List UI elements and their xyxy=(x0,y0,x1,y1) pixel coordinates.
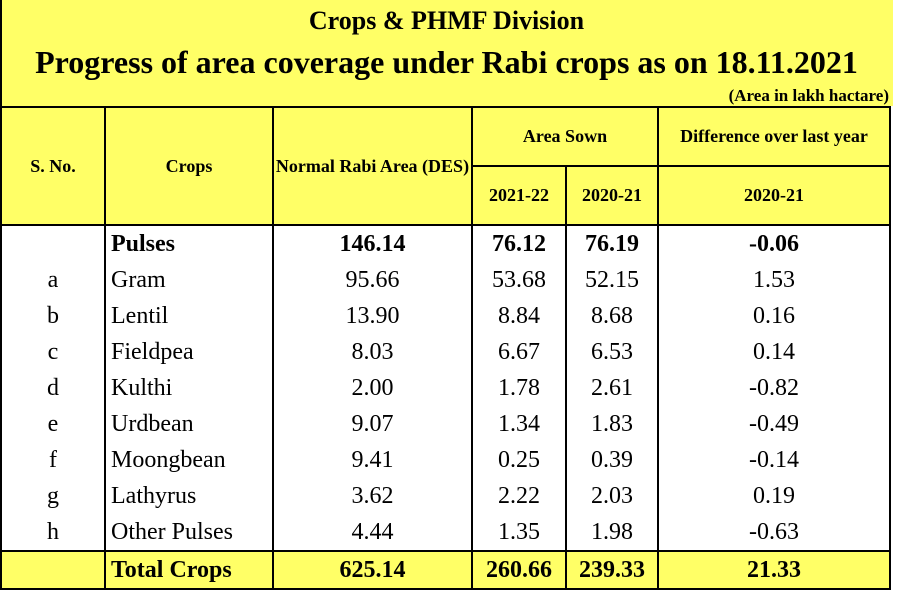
cell-sno: c xyxy=(0,334,106,370)
cell-difference: -0.14 xyxy=(657,442,891,478)
table-row: h Other Pulses 4.44 1.35 1.98 -0.63 xyxy=(0,514,891,551)
header-row-1: S. No. Crops Normal Rabi Area (DES) Area… xyxy=(0,106,891,226)
table-row: d Kulthi 2.00 1.78 2.61 -0.82 xyxy=(0,370,891,406)
cell-normal-area: 9.41 xyxy=(272,442,473,478)
cell-sown-2020-21: 2.61 xyxy=(565,370,659,406)
cell-sown-2020-21: 6.53 xyxy=(565,334,659,370)
cell-sown-2021-22: 8.84 xyxy=(471,298,567,334)
banner-left-rule xyxy=(0,0,2,106)
cell-difference: 1.53 xyxy=(657,262,891,298)
cell-sno: b xyxy=(0,298,106,334)
total-sown-2020-21: 239.33 xyxy=(565,550,659,590)
total-sno xyxy=(0,550,106,590)
cell-crop: Fieldpea xyxy=(104,334,274,370)
cell-crop: Gram xyxy=(104,262,274,298)
cell-sno: f xyxy=(0,442,106,478)
division-title: Crops & PHMF Division xyxy=(308,6,585,35)
cell-crop: Lentil xyxy=(104,298,274,334)
cell-normal-area: 2.00 xyxy=(272,370,473,406)
cell-sown-2020-21: 2.03 xyxy=(565,478,659,514)
cell-normal-area: 3.62 xyxy=(272,478,473,514)
cell-normal-area: 146.14 xyxy=(272,225,473,262)
cell-sown-2020-21: 8.68 xyxy=(565,298,659,334)
cell-sown-2021-22: 1.35 xyxy=(471,514,567,551)
cell-normal-area: 9.07 xyxy=(272,406,473,442)
header-area-sown: Area Sown xyxy=(471,106,659,167)
cell-sown-2021-22: 53.68 xyxy=(471,262,567,298)
cell-sown-2020-21: 0.39 xyxy=(565,442,659,478)
header-difference: Difference over last year xyxy=(657,106,891,167)
cell-sown-2021-22: 1.34 xyxy=(471,406,567,442)
table-row: a Gram 95.66 53.68 52.15 1.53 xyxy=(0,262,891,298)
total-difference: 21.33 xyxy=(657,550,891,590)
header-row-2: 2021-22 2020-21 2020-21 xyxy=(1,165,891,226)
cell-sown-2020-21: 1.83 xyxy=(565,406,659,442)
cell-difference: 0.16 xyxy=(657,298,891,334)
cell-normal-area: 4.44 xyxy=(272,514,473,551)
table-row: c Fieldpea 8.03 6.67 6.53 0.14 xyxy=(0,334,891,370)
header-year-2021-22: 2021-22 xyxy=(471,165,567,226)
cell-sno: d xyxy=(0,370,106,406)
cell-sno: e xyxy=(0,406,106,442)
cell-difference: 0.19 xyxy=(657,478,891,514)
cell-sown-2020-21: 76.19 xyxy=(565,225,659,262)
cell-sown-2021-22: 76.12 xyxy=(471,225,567,262)
cell-sno: a xyxy=(0,262,106,298)
cell-difference: -0.06 xyxy=(657,225,891,262)
cell-sown-2021-22: 6.67 xyxy=(471,334,567,370)
cell-sno: h xyxy=(0,514,106,551)
cell-crop: Other Pulses xyxy=(104,514,274,551)
cell-normal-area: 95.66 xyxy=(272,262,473,298)
total-normal-area: 625.14 xyxy=(272,550,473,590)
cell-sown-2021-22: 1.78 xyxy=(471,370,567,406)
cell-crop: Moongbean xyxy=(104,442,274,478)
table-row: b Lentil 13.90 8.84 8.68 0.16 xyxy=(0,298,891,334)
cell-crop: Lathyrus xyxy=(104,478,274,514)
total-row: Total Crops 625.14 260.66 239.33 21.33 xyxy=(0,550,891,590)
cell-sno: g xyxy=(0,478,106,514)
cell-sown-2021-22: 2.22 xyxy=(471,478,567,514)
cell-crop: Urdbean xyxy=(104,406,274,442)
cell-normal-area: 8.03 xyxy=(272,334,473,370)
header-normal-area: Normal Rabi Area (DES) xyxy=(272,106,473,226)
cell-sown-2020-21: 52.15 xyxy=(565,262,659,298)
header-year-2020-21: 2020-21 xyxy=(565,165,659,226)
title-banner: Crops & PHMF Division Progress of area c… xyxy=(0,0,893,106)
header-crops: Crops xyxy=(104,106,274,226)
total-sown-2021-22: 260.66 xyxy=(471,550,567,590)
table-row: f Moongbean 9.41 0.25 0.39 -0.14 xyxy=(0,442,891,478)
cell-difference: -0.82 xyxy=(657,370,891,406)
table-row: g Lathyrus 3.62 2.22 2.03 0.19 xyxy=(0,478,891,514)
cell-crop: Pulses xyxy=(104,225,274,262)
unit-note: (Area in lakh hactare) xyxy=(728,86,889,105)
cell-difference: -0.63 xyxy=(657,514,891,551)
table-row: e Urdbean 9.07 1.34 1.83 -0.49 xyxy=(0,406,891,442)
cell-sown-2021-22: 0.25 xyxy=(471,442,567,478)
report-title: Progress of area coverage under Rabi cro… xyxy=(35,44,858,80)
header-difference-year: 2020-21 xyxy=(657,165,891,226)
cell-difference: -0.49 xyxy=(657,406,891,442)
total-crop: Total Crops xyxy=(104,550,274,590)
cell-sno xyxy=(0,225,106,262)
cell-sown-2020-21: 1.98 xyxy=(565,514,659,551)
cell-difference: 0.14 xyxy=(657,334,891,370)
cell-normal-area: 13.90 xyxy=(272,298,473,334)
cell-crop: Kulthi xyxy=(104,370,274,406)
rabi-area-table: S. No. Crops Normal Rabi Area (DES) Area… xyxy=(0,106,891,590)
header-sno: S. No. xyxy=(0,106,106,226)
table-row: Pulses 146.14 76.12 76.19 -0.06 xyxy=(0,225,891,262)
